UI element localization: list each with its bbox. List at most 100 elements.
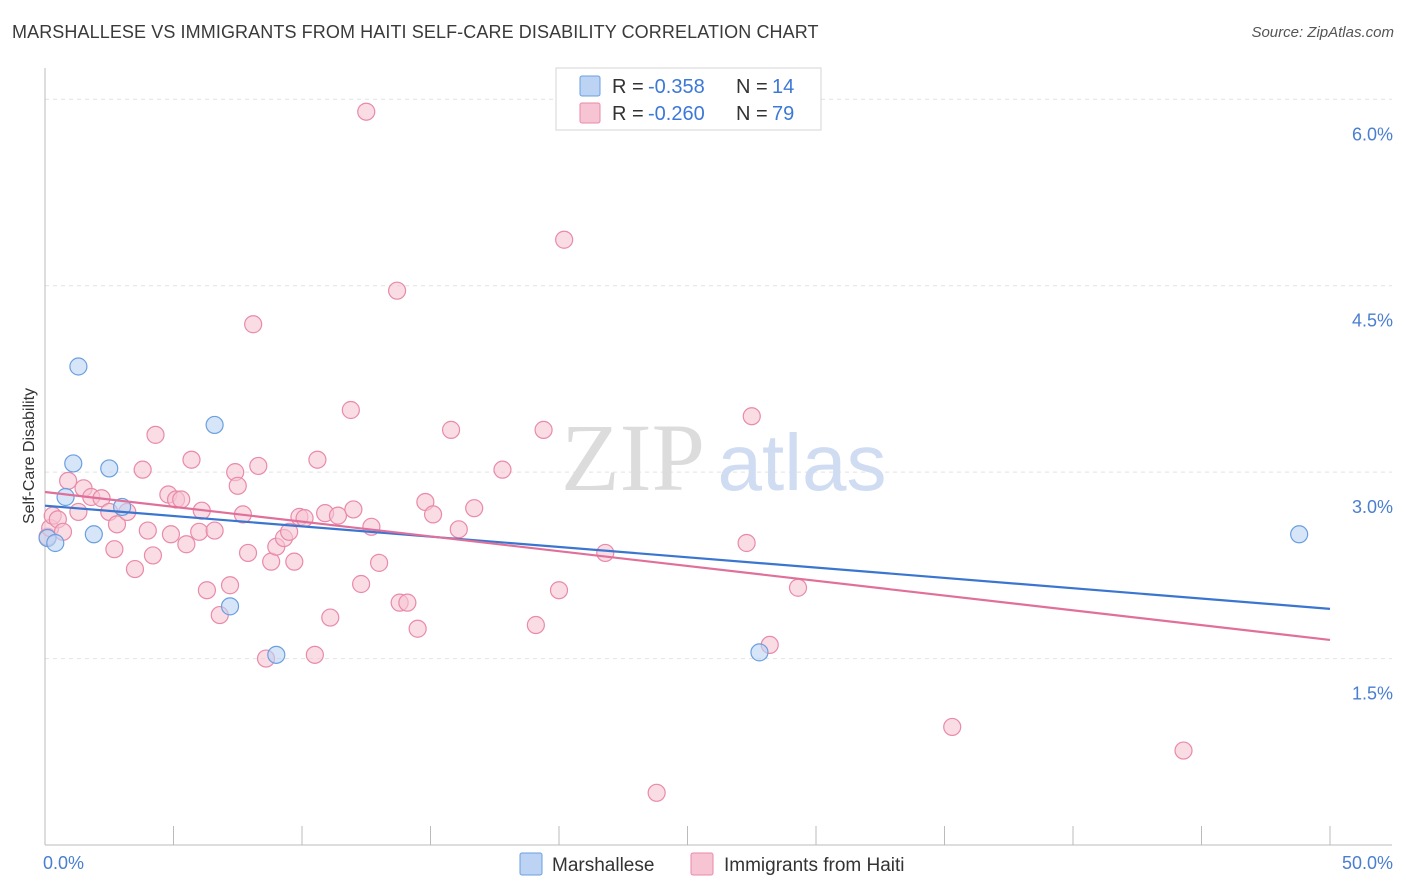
x-tick-labels: 0.0% 50.0% [43, 853, 1393, 873]
trend-lines [44, 490, 1331, 642]
point-haiti [465, 499, 484, 518]
point-haiti [295, 509, 314, 528]
source-credit: Source: ZipAtlas.com [1251, 24, 1394, 41]
point-marshallese [100, 459, 119, 478]
point-marshallese [64, 454, 83, 473]
point-haiti [172, 490, 191, 509]
point-haiti [357, 102, 376, 121]
point-haiti [441, 420, 461, 439]
bottom-legend-label-marshallese: Marshallese [552, 855, 654, 876]
watermark-atlas: atlas [718, 418, 887, 507]
bottom-legend: Marshallese Immigrants from Haiti [519, 852, 905, 876]
point-marshallese [267, 645, 286, 664]
point-haiti [249, 456, 268, 476]
trend-line-haiti [44, 490, 1331, 642]
point-haiti [449, 520, 468, 539]
point-haiti [526, 615, 545, 635]
point-haiti [398, 593, 417, 612]
point-haiti [341, 400, 360, 420]
point-haiti [1174, 741, 1193, 760]
axes [44, 68, 1392, 846]
point-haiti [328, 506, 348, 525]
point-haiti [138, 521, 157, 540]
watermark-zip: ZIP [561, 404, 705, 511]
y-axis-label: Self-Care Disability [21, 388, 38, 524]
point-haiti [59, 471, 78, 490]
point-marshallese [205, 415, 224, 435]
point-haiti [238, 543, 258, 563]
series-marshallese [38, 357, 1309, 664]
point-marshallese [46, 533, 65, 553]
point-haiti [493, 460, 512, 479]
bottom-legend-swatch-haiti [690, 852, 714, 876]
point-haiti [105, 540, 124, 559]
y-tick-label: 1.5% [1352, 684, 1393, 704]
point-haiti [285, 552, 304, 571]
legend-n-label-marshallese: N = [736, 76, 768, 98]
legend-r-label-haiti: R = [612, 103, 644, 125]
point-marshallese [220, 597, 240, 616]
trend-line-marshallese [44, 504, 1331, 610]
point-marshallese [56, 487, 75, 507]
legend-swatch-haiti [579, 102, 601, 124]
point-haiti [555, 230, 574, 249]
point-haiti [177, 535, 196, 554]
legend-n-value-haiti: 79 [772, 103, 794, 125]
point-haiti [308, 450, 327, 469]
point-haiti [549, 581, 569, 600]
legend-n-value-marshallese: 14 [772, 76, 794, 98]
point-haiti [387, 281, 407, 300]
point-haiti [647, 783, 666, 802]
point-haiti [69, 502, 88, 522]
legend-swatch-marshallese [579, 75, 601, 97]
point-haiti [742, 407, 761, 426]
y-tick-label: 4.5% [1352, 311, 1393, 331]
point-haiti [205, 521, 224, 540]
point-haiti [244, 315, 263, 334]
x-tick-label-max: 50.0% [1342, 853, 1393, 873]
watermark: ZIP atlas [561, 404, 886, 511]
legend-r-label-marshallese: R = [612, 76, 644, 98]
point-haiti [197, 581, 217, 600]
point-marshallese [1290, 525, 1309, 544]
point-marshallese [750, 643, 769, 662]
point-haiti [737, 533, 756, 553]
point-haiti [321, 608, 340, 627]
y-tick-labels: 1.5% 3.0% 4.5% 6.0% [1352, 124, 1393, 703]
point-haiti [280, 522, 299, 541]
legend-r-value-marshallese: -0.358 [648, 76, 705, 98]
chart-title: MARSHALLESE VS IMMIGRANTS FROM HAITI SEL… [12, 22, 819, 42]
point-haiti [596, 543, 615, 563]
bottom-legend-label-haiti: Immigrants from Haiti [724, 855, 905, 876]
point-haiti [305, 645, 324, 664]
point-marshallese [69, 357, 88, 376]
legend-n-label-haiti: N = [736, 103, 768, 125]
y-tick-label: 3.0% [1352, 497, 1393, 517]
point-haiti [344, 500, 363, 519]
point-haiti [370, 553, 389, 572]
point-haiti [220, 576, 240, 595]
point-haiti [534, 420, 553, 439]
legend-box: R = -0.358 N = 14 R = -0.260 N = 79 [555, 67, 822, 131]
point-haiti [943, 717, 962, 737]
point-haiti [788, 578, 808, 597]
point-haiti [190, 522, 209, 541]
point-haiti [107, 515, 127, 534]
bottom-legend-swatch-marshallese [519, 852, 543, 876]
point-marshallese [84, 525, 103, 544]
x-tick-label-min: 0.0% [43, 853, 84, 873]
point-haiti [146, 425, 165, 444]
point-haiti [182, 450, 201, 469]
point-haiti [125, 559, 145, 579]
y-tick-label: 6.0% [1352, 124, 1393, 144]
point-haiti [352, 574, 371, 594]
grid-lines [45, 98, 1392, 660]
legend-r-value-haiti: -0.260 [648, 103, 705, 125]
point-haiti [161, 525, 181, 544]
point-haiti [143, 546, 163, 565]
point-haiti [228, 476, 247, 495]
point-haiti [423, 505, 443, 524]
point-haiti [408, 619, 427, 638]
point-haiti [133, 460, 152, 479]
